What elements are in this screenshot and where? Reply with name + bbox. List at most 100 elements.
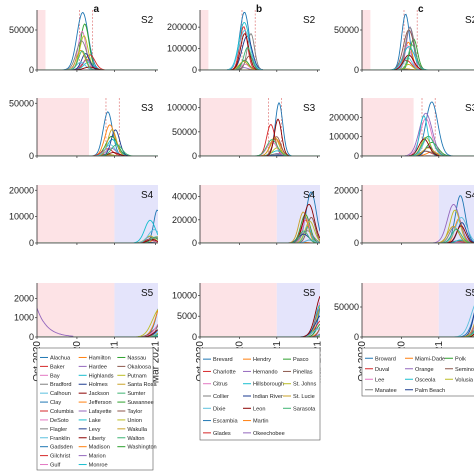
- legend-entry: Hardee: [89, 364, 107, 370]
- series-line: [200, 233, 320, 243]
- legend-entry: Brevard: [213, 357, 233, 363]
- scenario-label: S3: [141, 103, 154, 114]
- legend-entry: Highlands: [89, 373, 114, 379]
- y-tick-label: 50000: [9, 25, 34, 35]
- pink-shade: [200, 10, 209, 70]
- legend-entry: Manatee: [375, 388, 397, 394]
- y-tick-label: 0: [29, 65, 34, 75]
- legend-entry: Suwannee: [127, 400, 153, 406]
- series-line: [362, 239, 474, 243]
- y-tick-label: 0: [354, 65, 359, 75]
- pink-shade: [37, 185, 115, 243]
- legend-entry: Baker: [50, 364, 65, 370]
- series-line: [362, 135, 474, 156]
- series-group: [200, 11, 320, 70]
- legend-box: [361, 347, 474, 397]
- series-group: [37, 11, 158, 70]
- y-tick-label: 0: [192, 332, 197, 342]
- series-line: [37, 50, 158, 70]
- series-line: [362, 225, 474, 243]
- y-tick-label: 100000: [167, 44, 197, 54]
- legend-entry: Bradford: [50, 382, 71, 388]
- series-line: [362, 44, 474, 70]
- y-tick-label: 0: [29, 151, 34, 161]
- scenario-label: S5: [465, 288, 474, 299]
- subplot-c-s5: 0 50000 S5: [334, 283, 474, 342]
- legend-entry: Union: [127, 418, 142, 424]
- series-line: [362, 209, 474, 243]
- legend-entry: Polk: [455, 356, 466, 362]
- series-line: [37, 307, 74, 337]
- subplot-b-s2: 0 100000 200000 S2: [167, 10, 320, 75]
- scenario-label: S2: [303, 15, 316, 26]
- series-line: [37, 23, 158, 70]
- subplot-b-s4: 0 20000 40000 S4: [172, 185, 320, 248]
- legend-entry: Lee: [375, 377, 384, 383]
- legend-entry: Okaloosa: [127, 364, 152, 370]
- y-tick-label: 5000: [177, 311, 197, 321]
- series-line: [362, 305, 474, 337]
- series-line: [362, 135, 474, 156]
- legend-entry: Okeechobee: [253, 431, 285, 437]
- legend-entry: Putnam: [127, 373, 147, 379]
- y-tick-label: 200000: [329, 112, 359, 122]
- series-line: [37, 148, 158, 156]
- legend-entry: Escambia: [213, 419, 238, 425]
- series-line: [200, 226, 320, 243]
- y-tick-label: 2000: [14, 293, 34, 303]
- series-line: [362, 229, 474, 243]
- y-tick-label: 50000: [334, 302, 359, 312]
- legend-b: Brevard Hendry Pasco Charlotte Hernando Pinel…: [199, 347, 321, 441]
- scenario-label: S3: [303, 103, 316, 114]
- series-line: [362, 222, 474, 243]
- legend-entry: Hamilton: [89, 355, 111, 361]
- legend-a: Alachua Hamilton Nassau Baker Hardee Okaloosa…: [36, 347, 157, 471]
- subplot-a-s3: 0 50000 S3: [9, 98, 158, 161]
- legend-entry: Hillsborough: [253, 382, 284, 388]
- legend-entry: Wakulla: [127, 427, 148, 433]
- series-group: [362, 13, 474, 70]
- y-tick-label: 0: [192, 238, 197, 248]
- series-line: [200, 214, 320, 243]
- legend-entry: Dixie: [213, 406, 225, 412]
- legend-entry: Gilchrist: [50, 454, 71, 460]
- legend-entry: Nassau: [127, 355, 146, 361]
- y-tick-label: 20000: [9, 185, 34, 195]
- legend-entry: Lake: [89, 418, 101, 424]
- y-tick-label: 10000: [172, 290, 197, 300]
- series-line: [200, 33, 320, 70]
- series-line: [362, 115, 474, 156]
- legend-entry: Charlotte: [213, 369, 236, 375]
- legend-entry: Madison: [89, 445, 110, 451]
- series-line: [37, 144, 158, 156]
- legend-entry: Glades: [213, 431, 231, 437]
- legend-entry: Alachua: [50, 355, 71, 361]
- series-line: [200, 32, 320, 70]
- legend-entry: Martin: [253, 419, 269, 425]
- y-tick-label: 0: [354, 151, 359, 161]
- series-line: [37, 219, 158, 243]
- pink-shade: [200, 185, 277, 243]
- series-line: [362, 147, 474, 156]
- blue-shade: [438, 283, 474, 337]
- y-tick-label: 50000: [334, 25, 359, 35]
- legend-entry: Lafayette: [89, 409, 112, 415]
- legend-c: Broward Miami-Dade Polk Duval Orange Semino le…: [361, 347, 474, 397]
- series-line: [200, 203, 320, 243]
- y-tick-label: 0: [29, 332, 34, 342]
- legend-entry: Marion: [89, 454, 106, 460]
- pink-shade: [362, 283, 439, 337]
- legend-entry: St. Johns: [293, 382, 317, 388]
- subplot-c-s4: 0 10000 20000 S4: [334, 185, 474, 248]
- legend-entry: Orange: [415, 367, 434, 373]
- pink-shade: [200, 283, 277, 337]
- y-tick-label: 50000: [172, 127, 197, 137]
- series-line: [37, 61, 158, 70]
- y-tick-label: 10000: [334, 212, 359, 222]
- scenario-label: S4: [303, 190, 316, 201]
- y-tick-label: 10000: [9, 212, 34, 222]
- legend-entry: Clay: [50, 400, 61, 406]
- panel-label-b: b: [256, 4, 262, 15]
- series-line: [200, 230, 320, 243]
- y-tick-label: 20000: [172, 215, 197, 225]
